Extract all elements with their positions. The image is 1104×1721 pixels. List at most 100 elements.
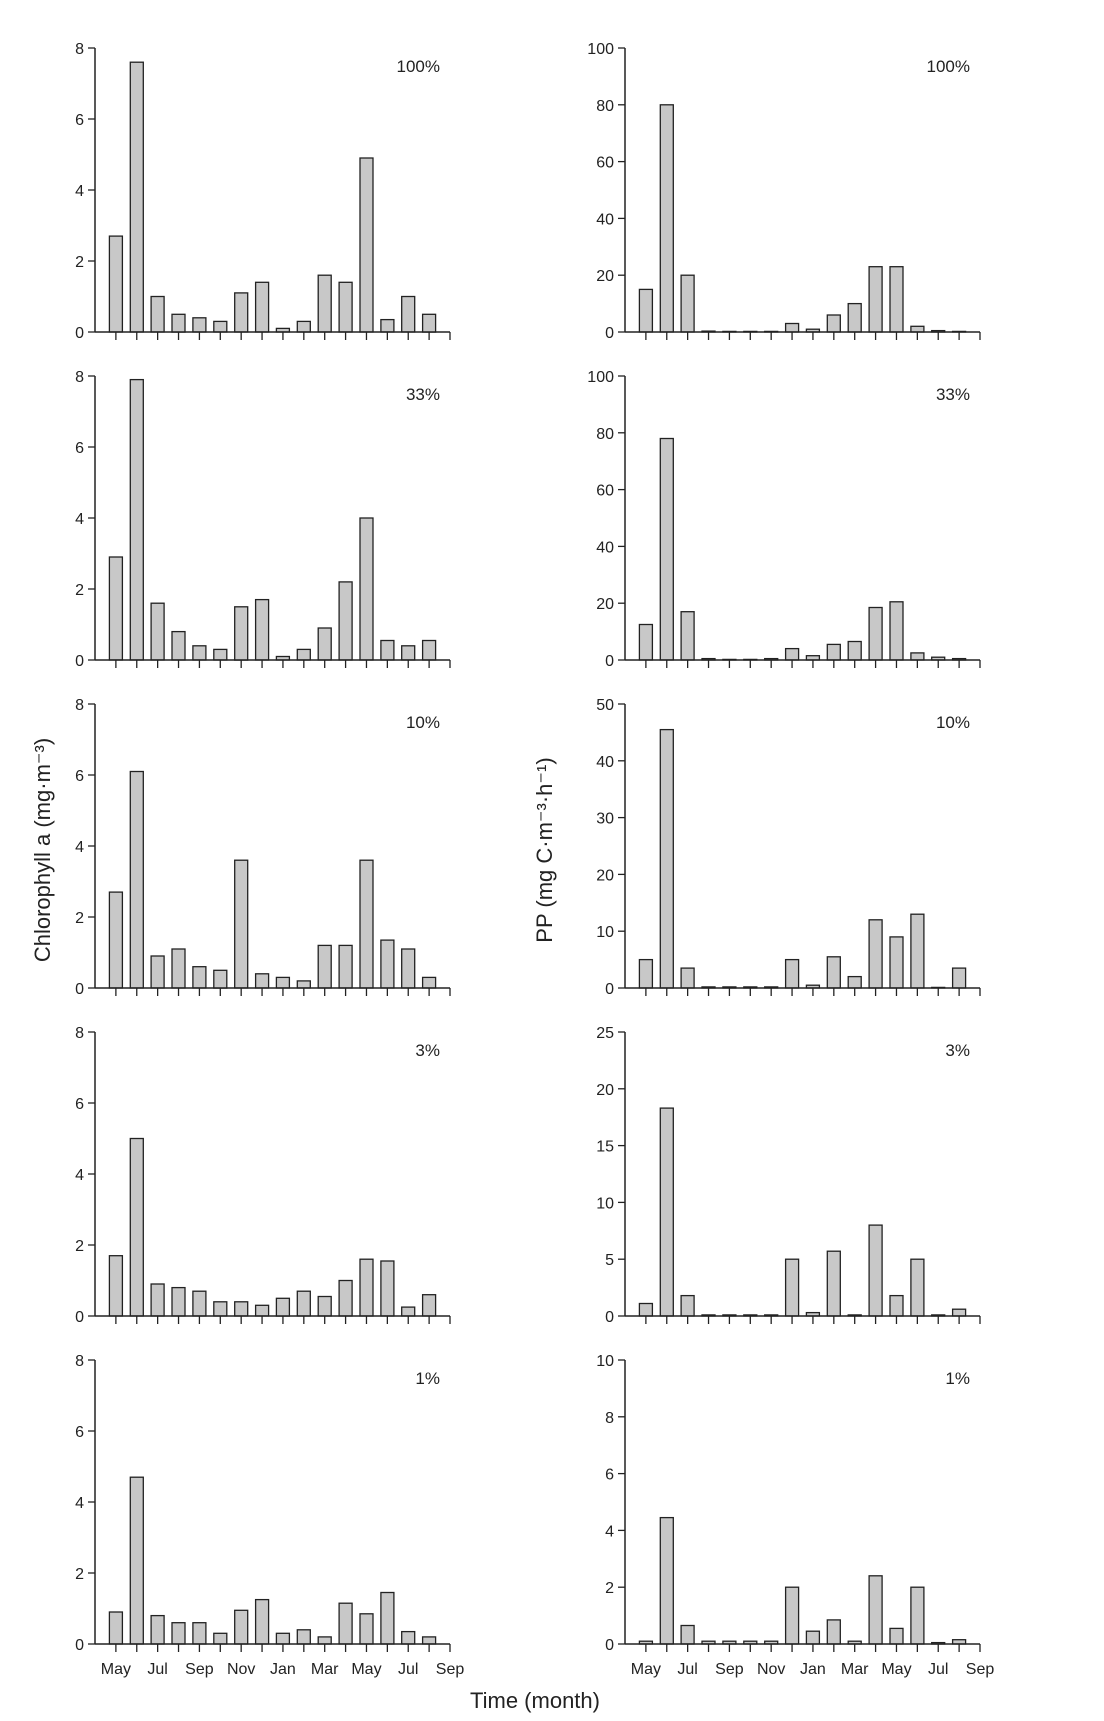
chlorophyll-panel-2: 0 2 4 6 8 33%	[75, 369, 451, 670]
bar-chlorophyll-5-3	[150, 1614, 165, 1645]
bar-pp-5-8	[784, 1586, 800, 1645]
y-tick-label: 2	[75, 582, 84, 599]
pp-panel-4: 0 5 10 15 20 25 3%	[596, 1025, 981, 1326]
y-tick-label: 20	[596, 596, 614, 613]
bar-chlorophyll-4-3	[150, 1283, 165, 1317]
bar-chlorophyll-3-8	[254, 973, 270, 989]
bar-chlorophyll-4-12	[338, 1279, 353, 1317]
x-tick-label-sep: Sep	[715, 1661, 744, 1678]
y-tick-label: 2	[75, 1566, 84, 1583]
bar-chlorophyll-3-16	[421, 976, 437, 989]
bar-pp-1-13	[889, 266, 904, 333]
bar-chlorophyll-4-4	[171, 1286, 186, 1317]
bar-chlorophyll-2-5	[192, 645, 207, 661]
bar-pp-3-12	[868, 919, 883, 989]
bar-chlorophyll-4-10	[296, 1290, 311, 1317]
bar-pp-3-14	[910, 913, 925, 989]
bar-chlorophyll-4-8	[254, 1304, 270, 1317]
y-tick-label: 2	[75, 910, 84, 927]
y-tick-label: 4	[75, 183, 84, 200]
y-tick-label: 6	[75, 112, 84, 129]
bar-pp-2-2	[659, 437, 674, 661]
bar-pp-5-3	[680, 1624, 695, 1645]
y-tick-label: 40	[596, 754, 614, 771]
bar-pp-4-1	[638, 1302, 654, 1317]
bar-chlorophyll-4-11	[317, 1295, 332, 1317]
bar-chlorophyll-2-15	[401, 645, 416, 661]
y-tick-label: 100	[587, 41, 614, 58]
y-tick-label: 6	[75, 440, 84, 457]
bar-chlorophyll-1-10	[296, 320, 311, 333]
y-tick-label: 20	[596, 867, 614, 884]
x-tick-label-may: May	[351, 1661, 381, 1678]
y-tick-label: 100	[587, 369, 614, 386]
y-tick-label: 0	[75, 1309, 84, 1326]
bar-chlorophyll-5-1	[108, 1611, 124, 1645]
x-tick-label-jan: Jan	[800, 1661, 826, 1678]
left-y-axis-title: Chlorophyll a (mg·m⁻³)	[30, 738, 55, 962]
x-tick-label-jan: Jan	[270, 1661, 296, 1678]
bar-pp-3-3	[680, 967, 695, 989]
bar-pp-2-14	[910, 652, 925, 661]
bar-pp-1-12	[868, 266, 883, 333]
bar-pp-4-10	[826, 1250, 841, 1317]
bar-chlorophyll-3-1	[108, 891, 124, 989]
y-tick-label: 8	[75, 369, 84, 386]
bar-pp-2-10	[826, 643, 841, 661]
panel-light-label: 10%	[936, 713, 970, 732]
bar-chlorophyll-2-16	[421, 639, 437, 661]
x-tick-label-sep: Sep	[966, 1661, 995, 1678]
bar-chlorophyll-5-2	[129, 1476, 144, 1645]
x-tick-label-mar: Mar	[311, 1661, 339, 1678]
bar-chlorophyll-4-14	[380, 1260, 395, 1317]
bar-chlorophyll-2-2	[129, 378, 144, 661]
y-tick-label: 10	[596, 924, 614, 941]
bar-chlorophyll-2-8	[254, 598, 270, 661]
x-tick-label-may: May	[101, 1661, 131, 1678]
bar-chlorophyll-3-9	[275, 976, 291, 989]
bar-chlorophyll-4-16	[421, 1294, 437, 1317]
y-tick-label: 15	[596, 1139, 614, 1156]
y-tick-label: 10	[596, 1195, 614, 1212]
bar-pp-3-10	[826, 956, 841, 989]
bar-chlorophyll-3-6	[213, 969, 228, 989]
bar-pp-1-1	[638, 288, 654, 333]
y-tick-label: 25	[596, 1025, 614, 1042]
bar-pp-5-12	[868, 1575, 883, 1645]
bar-chlorophyll-2-7	[234, 606, 249, 661]
bar-chlorophyll-1-12	[338, 281, 353, 333]
bar-chlorophyll-1-1	[108, 235, 124, 333]
x-tick-label-jul: Jul	[677, 1661, 697, 1678]
y-tick-label: 2	[75, 254, 84, 271]
y-tick-label: 40	[596, 211, 614, 228]
y-tick-label: 8	[75, 1025, 84, 1042]
y-tick-label: 0	[605, 981, 614, 998]
bar-pp-4-16	[951, 1308, 967, 1317]
bar-pp-2-3	[680, 611, 695, 661]
y-tick-label: 8	[75, 41, 84, 58]
y-tick-label: 4	[75, 1167, 84, 1184]
bar-chlorophyll-3-3	[150, 955, 165, 989]
bar-chlorophyll-4-5	[192, 1290, 207, 1317]
bar-chlorophyll-1-7	[234, 292, 249, 333]
bar-chlorophyll-5-4	[171, 1622, 186, 1645]
bar-chlorophyll-3-10	[296, 980, 311, 989]
y-tick-label: 0	[605, 1309, 614, 1326]
bar-chlorophyll-3-7	[234, 859, 249, 989]
bar-pp-1-2	[659, 104, 674, 333]
panel-light-label: 100%	[397, 57, 440, 76]
bar-chlorophyll-5-5	[192, 1622, 207, 1645]
bar-pp-5-14	[910, 1586, 925, 1645]
bar-pp-3-2	[659, 728, 674, 989]
bar-chlorophyll-1-3	[150, 295, 165, 333]
bar-chlorophyll-1-8	[254, 281, 270, 333]
pp-panel-1: 0 20 40 60 80 100 100%	[587, 41, 981, 342]
y-tick-label: 8	[75, 1353, 84, 1370]
bar-pp-5-9	[805, 1630, 821, 1645]
bar-chlorophyll-5-11	[317, 1636, 332, 1645]
y-tick-label: 0	[75, 653, 84, 670]
bar-chlorophyll-1-14	[380, 318, 395, 333]
bar-chlorophyll-5-12	[338, 1602, 353, 1645]
y-tick-label: 8	[75, 697, 84, 714]
